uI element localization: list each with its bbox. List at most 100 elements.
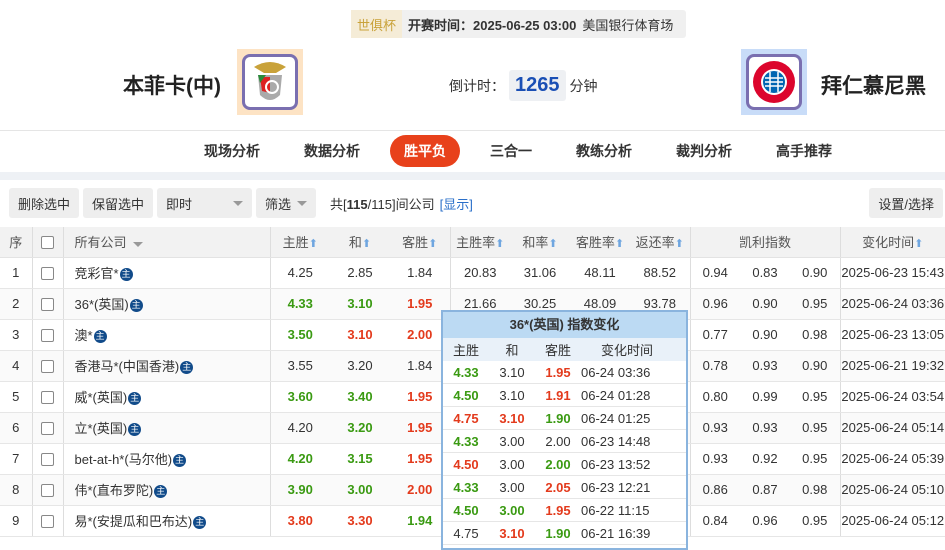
col-company[interactable]: 所有公司 <box>62 227 270 258</box>
popup-home: 4.50 <box>453 502 479 518</box>
col-draw-rate[interactable]: 和率⬆ <box>510 227 570 258</box>
odds-home[interactable]: 3.80 <box>269 505 330 537</box>
nav-tab[interactable]: 裁判分析 <box>676 143 732 159</box>
home-team-logo[interactable] <box>237 49 303 115</box>
col-return[interactable]: 返还率⬆ <box>630 227 690 258</box>
popup-home: 4.33 <box>453 479 479 495</box>
odds-home[interactable]: 3.90 <box>269 474 330 506</box>
delete-selected-button[interactable]: 删除选中 <box>9 188 80 218</box>
company-name[interactable]: 立*(英国) <box>74 421 128 436</box>
row-checkbox[interactable] <box>31 505 63 537</box>
odds-away[interactable]: 1.95 <box>390 288 450 320</box>
company-cell[interactable]: 易*(安提瓜和巴布达) 主 <box>62 505 270 537</box>
settings-button[interactable]: 设置/选择 <box>869 188 943 218</box>
odds-home[interactable]: 4.20 <box>269 412 330 444</box>
company-name[interactable]: 伟*(直布罗陀) <box>74 483 154 498</box>
odds-home[interactable]: 4.25 <box>269 257 330 289</box>
row-checkbox[interactable] <box>31 319 63 351</box>
popup-away: 2.05 <box>545 479 571 495</box>
company-cell[interactable]: bet-at-h*(马尔他) 主 <box>62 443 270 475</box>
odds-draw[interactable]: 3.10 <box>330 288 390 320</box>
col-away-rate[interactable]: 客胜率⬆ <box>570 227 630 258</box>
home-team-name[interactable]: 本菲卡(中) <box>123 75 221 98</box>
odds-away[interactable]: 1.94 <box>390 505 450 537</box>
company-cell[interactable]: 澳* 主 <box>62 319 270 351</box>
nav-tab[interactable]: 高手推荐 <box>776 143 832 159</box>
away-team-name[interactable]: 拜仁慕尼黑 <box>821 75 926 98</box>
company-name[interactable]: 香港马*(中国香港) <box>74 359 180 374</box>
row-checkbox[interactable] <box>31 381 63 413</box>
odds-draw[interactable]: 3.20 <box>330 350 390 382</box>
popup-draw: 3.10 <box>499 364 525 380</box>
row-checkbox[interactable] <box>31 257 63 289</box>
filter-dropdown[interactable]: 筛选 <box>256 188 317 218</box>
odds-away[interactable]: 1.95 <box>390 412 450 444</box>
odds-draw[interactable]: 3.15 <box>330 443 390 475</box>
time-label: 变化时间 <box>862 235 915 251</box>
main-badge-icon: 主 <box>129 299 143 313</box>
select-all-checkbox[interactable] <box>31 227 63 258</box>
company-cell[interactable]: 香港马*(中国香港) 主 <box>62 350 270 382</box>
row-checkbox[interactable] <box>31 350 63 382</box>
col-time[interactable]: 变化时间⬆ <box>839 227 945 258</box>
odds-away[interactable]: 2.00 <box>390 474 450 506</box>
table-row[interactable]: 1 竞彩官* 主 4.25 2.85 1.84 20.83 31.06 48.11 88.52 0.… <box>0 257 945 289</box>
away-team-logo[interactable] <box>741 49 807 115</box>
odds-draw[interactable]: 3.00 <box>330 474 390 506</box>
return-label: 返还率 <box>635 235 675 251</box>
odds-home[interactable]: 3.55 <box>269 350 330 382</box>
company-name[interactable]: 36*(英国) <box>74 297 129 312</box>
keep-selected-button[interactable]: 保留选中 <box>83 188 154 218</box>
row-no: 2 <box>0 288 32 320</box>
row-no: 4 <box>0 350 32 382</box>
nav-tab[interactable]: 现场分析 <box>204 143 260 159</box>
company-name[interactable]: 易*(安提瓜和巴布达) <box>74 514 193 529</box>
venue: 美国银行体育场 <box>582 17 674 33</box>
odds-away[interactable]: 1.84 <box>390 257 450 289</box>
company-name[interactable]: bet-at-h*(马尔他) <box>74 452 173 467</box>
popup-row: 4.50 3.00 2.00 06-23 13:52 <box>443 453 686 476</box>
col-home-rate[interactable]: 主胜率⬆ <box>449 227 510 258</box>
mode-select[interactable]: 即时 <box>157 188 253 218</box>
odds-home[interactable]: 3.50 <box>269 319 330 351</box>
change-time: 2025-06-24 03:54 <box>839 381 945 413</box>
odds-draw[interactable]: 2.85 <box>330 257 390 289</box>
company-cell[interactable]: 竞彩官* 主 <box>62 257 270 289</box>
odds-away[interactable]: 2.00 <box>390 319 450 351</box>
company-cell[interactable]: 伟*(直布罗陀) 主 <box>62 474 270 506</box>
col-away[interactable]: 客胜⬆ <box>390 227 450 258</box>
nav-tab[interactable]: 三合一 <box>490 143 532 159</box>
row-checkbox[interactable] <box>31 288 63 320</box>
company-cell[interactable]: 威*(英国) 主 <box>62 381 270 413</box>
odds-draw[interactable]: 3.30 <box>330 505 390 537</box>
nav-tab[interactable]: 教练分析 <box>576 143 632 159</box>
col-draw[interactable]: 和⬆ <box>330 227 390 258</box>
competition-label[interactable]: 世俱杯 <box>351 10 403 38</box>
popup-away: 1.95 <box>545 364 571 380</box>
kelly-value: 0.93 <box>740 412 790 444</box>
odds-draw[interactable]: 3.20 <box>330 412 390 444</box>
show-link[interactable]: [显示] <box>439 196 473 212</box>
company-name[interactable]: 竞彩官* <box>74 266 119 281</box>
row-checkbox[interactable] <box>31 443 63 475</box>
row-checkbox[interactable] <box>31 474 63 506</box>
nav-tab[interactable]: 数据分析 <box>304 143 360 159</box>
odds-draw[interactable]: 3.10 <box>330 319 390 351</box>
company-cell[interactable]: 立*(英国) 主 <box>62 412 270 444</box>
away-label: 客胜 <box>402 235 429 251</box>
row-checkbox[interactable] <box>31 412 63 444</box>
row-no: 7 <box>0 443 32 475</box>
col-home[interactable]: 主胜⬆ <box>269 227 330 258</box>
odds-away[interactable]: 1.95 <box>390 381 450 413</box>
odds-away[interactable]: 1.84 <box>390 350 450 382</box>
company-cell[interactable]: 36*(英国) 主 <box>62 288 270 320</box>
odds-draw[interactable]: 3.40 <box>330 381 390 413</box>
odds-home[interactable]: 3.60 <box>269 381 330 413</box>
nav-tab[interactable]: 胜平负 <box>390 135 460 167</box>
popup-away: 1.95 <box>545 502 571 518</box>
odds-home[interactable]: 4.20 <box>269 443 330 475</box>
company-name[interactable]: 澳* <box>74 328 93 343</box>
odds-away[interactable]: 1.95 <box>390 443 450 475</box>
odds-home[interactable]: 4.33 <box>269 288 330 320</box>
company-name[interactable]: 威*(英国) <box>74 390 128 405</box>
